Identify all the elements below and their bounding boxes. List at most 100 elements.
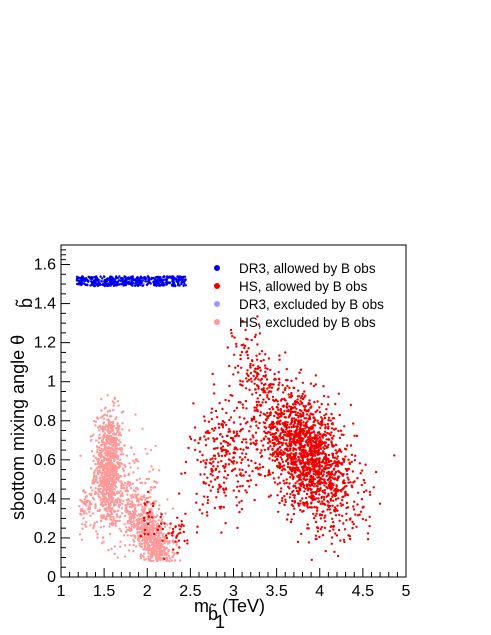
- data-point: [328, 483, 332, 486]
- data-point: [244, 438, 247, 441]
- data-point: [311, 494, 314, 498]
- data-point: [149, 448, 153, 452]
- data-point: [300, 449, 303, 452]
- data-point: [148, 470, 151, 473]
- data-point: [161, 281, 164, 284]
- data-point: [301, 397, 305, 401]
- data-point: [255, 483, 258, 487]
- data-point: [181, 279, 184, 282]
- data-point: [182, 524, 185, 527]
- data-point: [255, 391, 258, 394]
- data-point: [262, 412, 265, 415]
- data-point: [249, 425, 252, 428]
- data-point: [319, 420, 323, 424]
- data-point: [126, 282, 129, 285]
- data-point: [336, 554, 340, 558]
- data-point: [104, 281, 107, 284]
- data-point: [239, 357, 242, 361]
- data-point: [134, 536, 137, 540]
- data-point: [347, 481, 350, 484]
- data-point: [290, 393, 293, 397]
- data-point: [94, 506, 97, 510]
- data-point: [150, 525, 153, 529]
- data-point: [121, 428, 124, 431]
- data-point: [120, 482, 124, 485]
- data-point: [280, 414, 283, 418]
- data-point: [301, 439, 304, 443]
- data-point: [97, 458, 100, 462]
- data-point: [306, 523, 309, 526]
- data-point: [296, 502, 300, 505]
- data-point: [140, 513, 143, 516]
- data-point: [296, 425, 299, 428]
- data-point: [284, 498, 287, 501]
- data-point: [85, 521, 88, 524]
- data-point: [120, 462, 123, 466]
- data-point: [252, 364, 255, 367]
- data-point: [306, 443, 309, 446]
- data-point: [281, 460, 285, 463]
- data-point: [109, 459, 113, 462]
- data-point: [275, 439, 279, 442]
- data-point: [129, 466, 132, 469]
- data-point: [215, 416, 219, 419]
- data-point: [296, 475, 299, 478]
- data-point: [254, 443, 257, 446]
- data-point: [318, 436, 322, 439]
- data-point: [110, 500, 113, 503]
- data-point: [155, 280, 159, 284]
- data-point: [104, 454, 107, 457]
- data-point: [277, 403, 280, 406]
- data-point: [176, 551, 179, 554]
- data-point: [245, 407, 248, 410]
- data-point: [257, 426, 260, 430]
- data-point: [224, 488, 228, 491]
- data-point: [88, 506, 91, 509]
- data-point: [120, 450, 123, 453]
- data-point: [102, 525, 106, 528]
- data-point: [317, 449, 320, 453]
- data-point: [104, 503, 107, 506]
- data-point: [259, 473, 262, 476]
- data-point: [316, 400, 319, 403]
- data-point: [99, 526, 103, 529]
- data-point: [127, 503, 130, 506]
- data-point: [330, 542, 333, 545]
- legend-label-dr3-allowed: DR3, allowed by B obs: [239, 261, 376, 276]
- data-point: [118, 275, 121, 278]
- data-point: [218, 505, 221, 509]
- data-point: [297, 437, 300, 440]
- data-point: [87, 279, 90, 282]
- data-point: [330, 487, 333, 490]
- data-point: [137, 503, 140, 506]
- data-point: [337, 528, 341, 532]
- data-point: [113, 284, 117, 287]
- data-point: [224, 398, 227, 402]
- data-point: [108, 486, 111, 489]
- data-point: [308, 399, 311, 402]
- data-point: [114, 417, 117, 421]
- data-point: [281, 430, 285, 433]
- data-point: [129, 487, 133, 490]
- data-point: [163, 538, 166, 541]
- data-point: [163, 522, 166, 525]
- data-point: [332, 524, 336, 528]
- data-point: [349, 481, 352, 484]
- data-point: [283, 468, 287, 471]
- data-point: [240, 383, 243, 387]
- data-point: [280, 458, 284, 461]
- data-point: [109, 463, 113, 466]
- data-point: [256, 448, 259, 451]
- data-point: [344, 494, 347, 497]
- data-point: [167, 532, 170, 535]
- data-point: [255, 406, 258, 409]
- x-tick-label: 1.5: [93, 583, 115, 600]
- data-point: [147, 551, 150, 555]
- data-point: [98, 509, 101, 512]
- data-point: [239, 428, 243, 432]
- data-point: [212, 447, 216, 450]
- data-point: [161, 536, 164, 539]
- data-point: [240, 499, 243, 503]
- data-point: [205, 458, 208, 462]
- data-point: [102, 275, 106, 278]
